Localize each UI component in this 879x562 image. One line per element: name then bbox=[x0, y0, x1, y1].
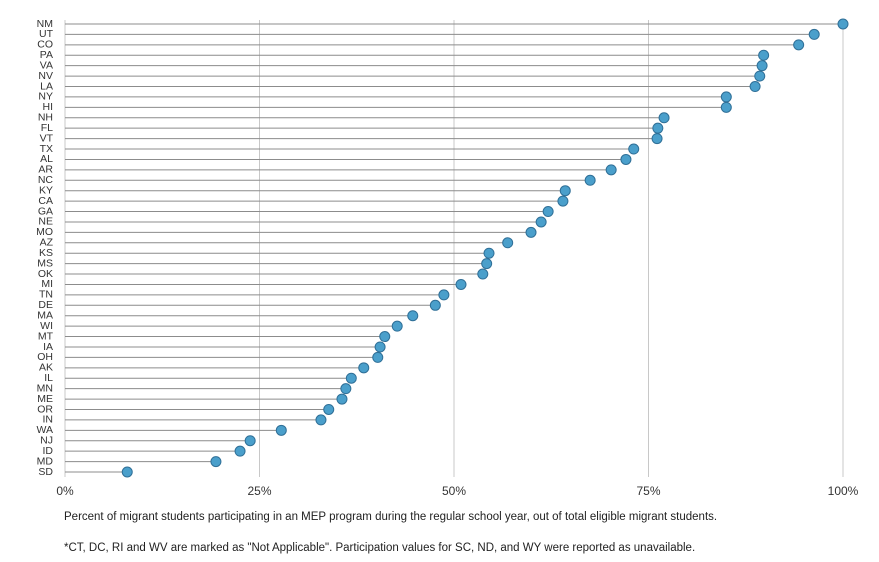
y-tick-label: WI bbox=[40, 320, 53, 332]
y-tick-label: MD bbox=[37, 455, 54, 467]
dot bbox=[525, 226, 537, 238]
dot bbox=[808, 28, 820, 40]
dot bbox=[374, 341, 386, 353]
y-tick-label: OH bbox=[37, 351, 53, 363]
dot bbox=[837, 18, 849, 30]
y-tick-label: MN bbox=[37, 382, 53, 394]
y-tick-label: NE bbox=[38, 216, 53, 228]
dot bbox=[793, 39, 805, 51]
dot bbox=[275, 424, 287, 436]
dot bbox=[651, 133, 663, 145]
y-tick-label: HI bbox=[43, 101, 54, 113]
x-tick-label: 100% bbox=[828, 484, 859, 498]
y-tick-label: IN bbox=[43, 414, 54, 426]
y-tick-label: NV bbox=[38, 70, 53, 82]
y-tick-label: CA bbox=[38, 195, 53, 207]
y-tick-label: DE bbox=[38, 299, 53, 311]
y-tick-label: OK bbox=[38, 268, 53, 280]
dot bbox=[749, 81, 761, 93]
x-tick-label: 50% bbox=[442, 484, 466, 498]
dot bbox=[407, 310, 419, 322]
dot bbox=[477, 268, 489, 280]
dot bbox=[502, 237, 514, 249]
y-tick-label: NM bbox=[37, 18, 53, 30]
y-tick-label: MA bbox=[37, 310, 53, 322]
dot bbox=[336, 393, 348, 405]
dot bbox=[758, 49, 770, 61]
dot bbox=[584, 174, 596, 186]
y-tick-label: MS bbox=[37, 257, 53, 269]
dot bbox=[429, 299, 441, 311]
dot bbox=[372, 351, 384, 363]
dot bbox=[315, 414, 327, 426]
dot bbox=[379, 331, 391, 343]
y-tick-label: ID bbox=[43, 445, 54, 457]
y-tick-label: LA bbox=[40, 80, 53, 92]
dot bbox=[559, 185, 571, 197]
y-tick-label: UT bbox=[39, 28, 54, 40]
y-tick-label: NC bbox=[38, 174, 54, 186]
y-tick-label: AZ bbox=[40, 237, 54, 249]
y-tick-label: MT bbox=[38, 330, 54, 342]
dot bbox=[481, 258, 493, 270]
footnote: Percent of migrant students participatin… bbox=[64, 511, 717, 523]
dot bbox=[658, 112, 670, 124]
dot bbox=[652, 122, 664, 134]
y-tick-label: TN bbox=[39, 289, 53, 301]
x-tick-label: 0% bbox=[56, 484, 74, 498]
y-tick-label: AL bbox=[40, 153, 53, 165]
dot bbox=[340, 383, 352, 395]
y-tick-label: IL bbox=[44, 372, 53, 384]
dot bbox=[483, 247, 495, 259]
dot bbox=[391, 320, 403, 332]
dot bbox=[121, 466, 133, 478]
dot bbox=[210, 456, 222, 468]
y-tick-label: VA bbox=[40, 59, 53, 71]
dot bbox=[557, 195, 569, 207]
y-tick-label: AR bbox=[38, 164, 53, 176]
y-tick-label: MI bbox=[41, 278, 53, 290]
dot bbox=[720, 101, 732, 113]
dot bbox=[358, 362, 370, 374]
dot bbox=[720, 91, 732, 103]
dot bbox=[628, 143, 640, 155]
dot bbox=[620, 153, 632, 165]
y-tick-label: AK bbox=[39, 362, 53, 374]
dot bbox=[323, 403, 335, 415]
y-tick-label: IA bbox=[43, 341, 53, 353]
y-tick-label: ME bbox=[37, 393, 53, 405]
x-tick-label: 25% bbox=[247, 484, 271, 498]
y-tick-label: PA bbox=[40, 49, 53, 61]
dot bbox=[244, 435, 256, 447]
y-tick-label: TX bbox=[40, 143, 53, 155]
dot bbox=[234, 445, 246, 457]
dot bbox=[345, 372, 357, 384]
dot bbox=[542, 206, 554, 218]
footnote: *CT, DC, RI and WV are marked as "Not Ap… bbox=[64, 542, 695, 554]
y-tick-label: KS bbox=[39, 247, 53, 259]
y-tick-label: CO bbox=[37, 39, 53, 51]
y-tick-label: NY bbox=[38, 91, 53, 103]
y-tick-label: MO bbox=[36, 226, 53, 238]
dot bbox=[455, 278, 467, 290]
y-tick-label: VT bbox=[40, 132, 54, 144]
y-tick-label: FL bbox=[41, 122, 53, 134]
dot bbox=[438, 289, 450, 301]
dot bbox=[756, 60, 768, 72]
x-tick-label: 75% bbox=[636, 484, 660, 498]
dot bbox=[754, 70, 766, 82]
dot bbox=[605, 164, 617, 176]
y-tick-label: NH bbox=[38, 112, 53, 124]
dot bbox=[535, 216, 547, 228]
y-tick-label: OR bbox=[37, 403, 53, 415]
y-tick-label: KY bbox=[39, 184, 53, 196]
y-tick-label: GA bbox=[38, 205, 53, 217]
y-tick-label: SD bbox=[38, 466, 53, 478]
y-tick-label: NJ bbox=[40, 435, 53, 447]
y-tick-label: WA bbox=[36, 424, 53, 436]
